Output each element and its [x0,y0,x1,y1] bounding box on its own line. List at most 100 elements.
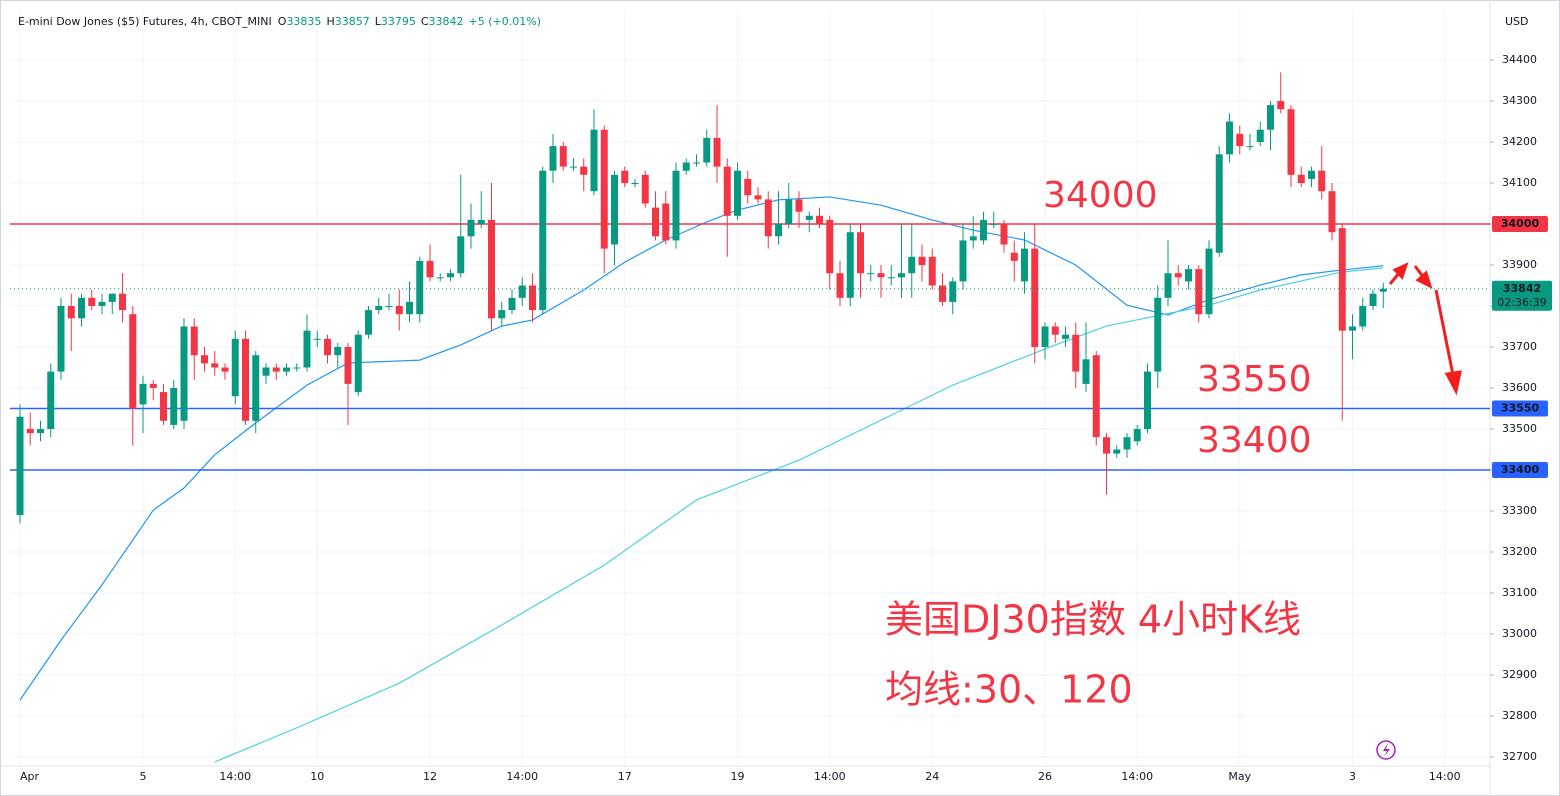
candle-body [139,383,147,405]
candle-body [1041,326,1049,348]
candle-body [149,383,157,388]
candle-body [898,273,905,278]
candle-body [1297,174,1305,184]
candle-body [211,363,219,368]
y-tick-label: 33500 [1502,422,1537,435]
ohlc-value: 33795 [380,15,416,28]
price-tag-label: 33842 [1503,282,1541,295]
candle-body [354,334,362,393]
x-tick-label: 3 [1349,770,1356,783]
candle-body [949,281,957,302]
ohlc-value: 33857 [334,15,370,28]
candle-body [508,297,516,311]
candle-body [549,146,557,171]
candle-body [467,219,475,237]
x-tick-label: May [1228,770,1251,783]
candle-body [16,416,24,516]
candle-body [662,203,670,241]
annotation: 均线:30、120 [885,668,1133,712]
candle-body [221,367,229,372]
candle-body [580,166,588,175]
candle-body [857,232,864,274]
candle-body [1010,252,1018,261]
candle-body [867,273,875,275]
ohlc-value: 33835 [286,15,322,28]
x-tick-label: 14:00 [1429,770,1461,783]
x-tick-label: 19 [731,770,745,783]
candle-body [365,310,372,335]
candle-body [600,129,608,249]
y-tick-label: 33300 [1502,504,1537,517]
price-tag [1492,216,1548,233]
x-tick-label: 5 [140,770,147,783]
candle-body [1215,154,1223,253]
candle-body [78,297,85,319]
x-tick-label: Apr [20,770,40,783]
candle-body [693,162,700,164]
plot [10,72,1490,763]
candle-body [631,183,639,185]
candle-body [324,338,331,356]
candle-body [590,129,598,192]
candle-body [1267,105,1274,130]
candle-body [1113,449,1121,454]
symbol: E-mini Dow Jones ($5) Futures, 4h, CBOT_… [18,15,272,28]
candle-body [990,224,998,226]
candle-body [344,347,352,384]
candle-body [26,428,34,434]
candle-body [969,236,977,241]
candle-body [436,277,444,279]
candle-body [754,195,762,200]
candle-body [416,260,424,315]
candle-body [488,219,495,319]
candle-body [723,166,731,216]
candle-body [88,297,96,307]
ohlc-value: 33842 [428,15,464,28]
candle-body [406,301,413,315]
candle-body [1103,437,1110,454]
x-tick-label: 14:00 [219,770,251,783]
candle-body [1164,273,1172,298]
icon-bolt [1383,743,1390,757]
x-tick-label: 24 [925,770,939,783]
candle-body [1144,371,1151,429]
candle-body [887,277,895,279]
candle-body [1072,334,1080,372]
candle-body [621,170,629,184]
y-tick-label: 34300 [1502,94,1537,107]
candle-body [836,273,844,298]
candle-body [1051,326,1059,335]
candle-body [57,306,65,372]
arrow [1434,289,1455,376]
candle-body [744,178,752,196]
candle-body [1092,355,1100,438]
candle-body [1379,288,1387,292]
candle-body [1000,224,1008,245]
candle-body [1031,248,1039,348]
currency-label: USD [1505,15,1529,28]
candle-body [1082,359,1090,384]
candle-body [119,293,126,311]
candle-body [877,273,885,278]
countdown: 02:36:39 [1497,296,1546,309]
candle-body [775,224,782,237]
x-tick-label: 26 [1038,770,1052,783]
candle-body [67,306,75,319]
candle-body [242,338,249,421]
candle-body [498,310,506,319]
candle-body [918,256,926,266]
price-tag [1492,461,1548,478]
candle-body [1246,146,1254,148]
x-tick-label: 14:00 [506,770,538,783]
y-tick-label: 32700 [1502,750,1537,763]
candle-body [334,347,342,356]
candle-body [928,256,936,286]
y-tick-label: 33700 [1502,340,1537,353]
x-tick-label: 12 [423,770,437,783]
moving-average [214,267,1384,763]
icon[interactable] [1376,740,1396,760]
y-tick-label: 32900 [1502,668,1537,681]
candle-body [426,260,434,278]
